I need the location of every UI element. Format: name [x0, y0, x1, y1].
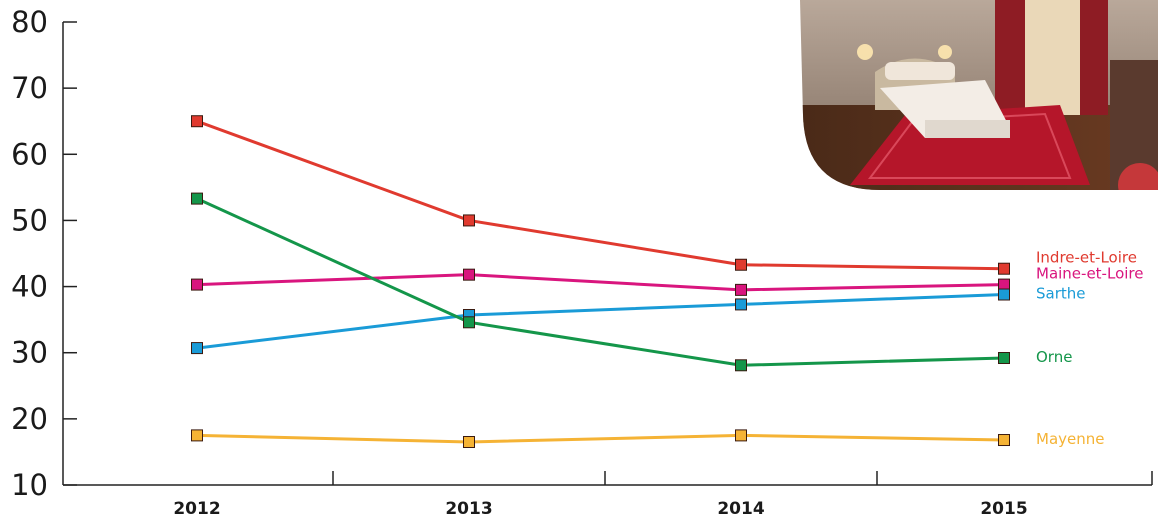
series-line: [196, 293, 1005, 350]
series-label: Maine-et-Loire: [1036, 265, 1143, 283]
series-indre-et-loire: Indre-et-Loire: [191, 115, 1137, 275]
y-tick-label: 70: [11, 71, 48, 105]
data-point: [191, 342, 203, 355]
data-point: [998, 352, 1010, 365]
series-label: Sarthe: [1036, 285, 1086, 303]
data-point: [998, 434, 1010, 447]
series-label: Indre-et-Loire: [1036, 249, 1137, 267]
data-point: [191, 192, 203, 205]
hotel-bedroom-photo: [800, 0, 1158, 190]
x-axis-ticks: 2012 2013 2014 2015: [173, 471, 1153, 519]
y-tick-label: 80: [11, 5, 48, 39]
y-tick-label: 60: [11, 137, 48, 171]
data-point: [463, 436, 475, 449]
x-tick-label: 2014: [717, 499, 764, 519]
x-tick-label: 2015: [980, 499, 1027, 519]
data-point: [463, 214, 475, 227]
series-orne: Orne: [191, 192, 1072, 372]
data-point: [998, 278, 1010, 291]
data-point: [463, 268, 475, 281]
data-point: [735, 298, 747, 311]
series-mayenne: Mayenne: [191, 429, 1104, 449]
series-line: [196, 197, 1005, 367]
y-tick-label: 50: [11, 203, 48, 237]
y-tick-label: 10: [11, 468, 48, 502]
data-point: [191, 115, 203, 128]
series-line: [196, 119, 1005, 271]
data-point: [191, 429, 203, 442]
series-label: Orne: [1036, 348, 1072, 366]
series-sarthe: Sarthe: [191, 285, 1086, 355]
series-line: [196, 433, 1005, 444]
y-tick-label: 40: [11, 270, 48, 304]
y-axis-ticks: 10 20 30 40 50 60 70 80: [11, 5, 77, 502]
series-line: [196, 273, 1005, 292]
x-tick-label: 2012: [173, 499, 220, 519]
data-point: [735, 359, 747, 372]
data-point: [191, 278, 203, 291]
x-tick-label: 2013: [445, 499, 492, 519]
data-point: [735, 283, 747, 296]
data-point: [998, 288, 1010, 301]
series-maine-et-loire: Maine-et-Loire: [191, 265, 1143, 296]
y-tick-label: 20: [11, 402, 48, 436]
data-point: [735, 258, 747, 271]
data-point: [463, 316, 475, 329]
y-tick-label: 30: [11, 336, 48, 370]
data-point: [735, 429, 747, 442]
series-label: Mayenne: [1036, 430, 1104, 448]
data-point: [998, 262, 1010, 275]
